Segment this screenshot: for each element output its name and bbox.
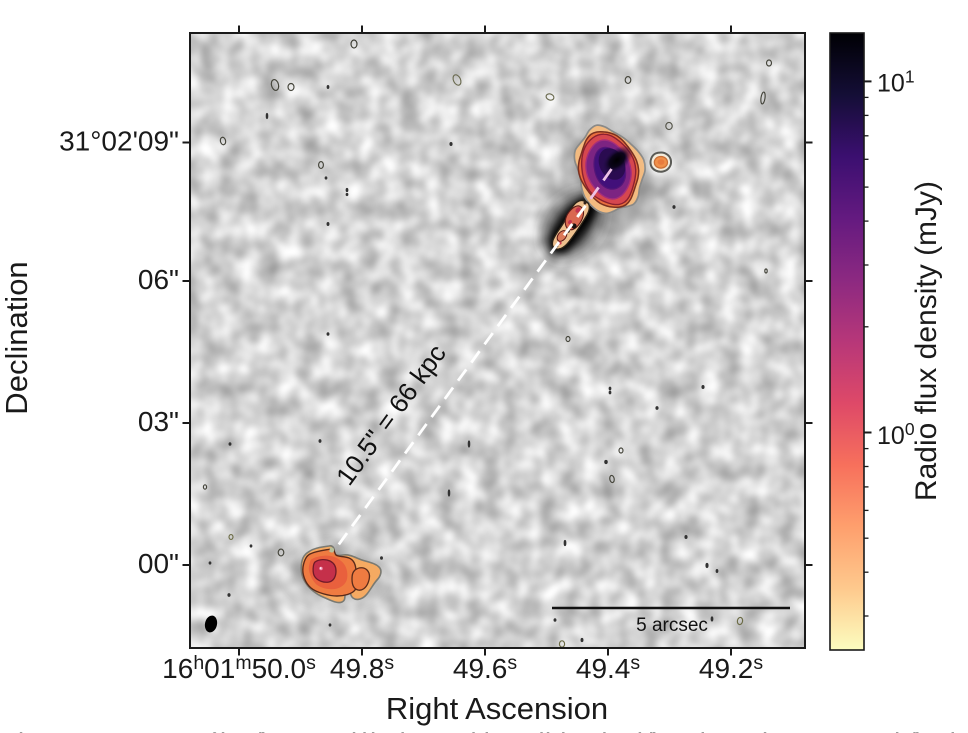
svg-text:49.6s: 49.6s bbox=[453, 652, 518, 684]
svg-text:06": 06" bbox=[138, 264, 179, 295]
svg-text:Figure 4. VLA 3 GHz contours o: Figure 4. VLA 3 GHz contours of the radi… bbox=[10, 730, 958, 733]
svg-text:03": 03" bbox=[138, 406, 179, 437]
svg-text:49.8s: 49.8s bbox=[330, 652, 395, 684]
svg-text:Right Ascension: Right Ascension bbox=[386, 691, 608, 726]
svg-text:16h01m50.0s: 16h01m50.0s bbox=[162, 652, 316, 684]
svg-text:5 arcsec: 5 arcsec bbox=[636, 615, 708, 636]
svg-text:49.2s: 49.2s bbox=[699, 652, 764, 684]
svg-text:00": 00" bbox=[138, 548, 179, 579]
svg-text:49.4s: 49.4s bbox=[576, 652, 641, 684]
svg-text:Declination: Declination bbox=[0, 261, 34, 414]
svg-text:31°02'09": 31°02'09" bbox=[59, 126, 179, 157]
svg-text:Radio flux density (mJy): Radio flux density (mJy) bbox=[910, 181, 943, 501]
